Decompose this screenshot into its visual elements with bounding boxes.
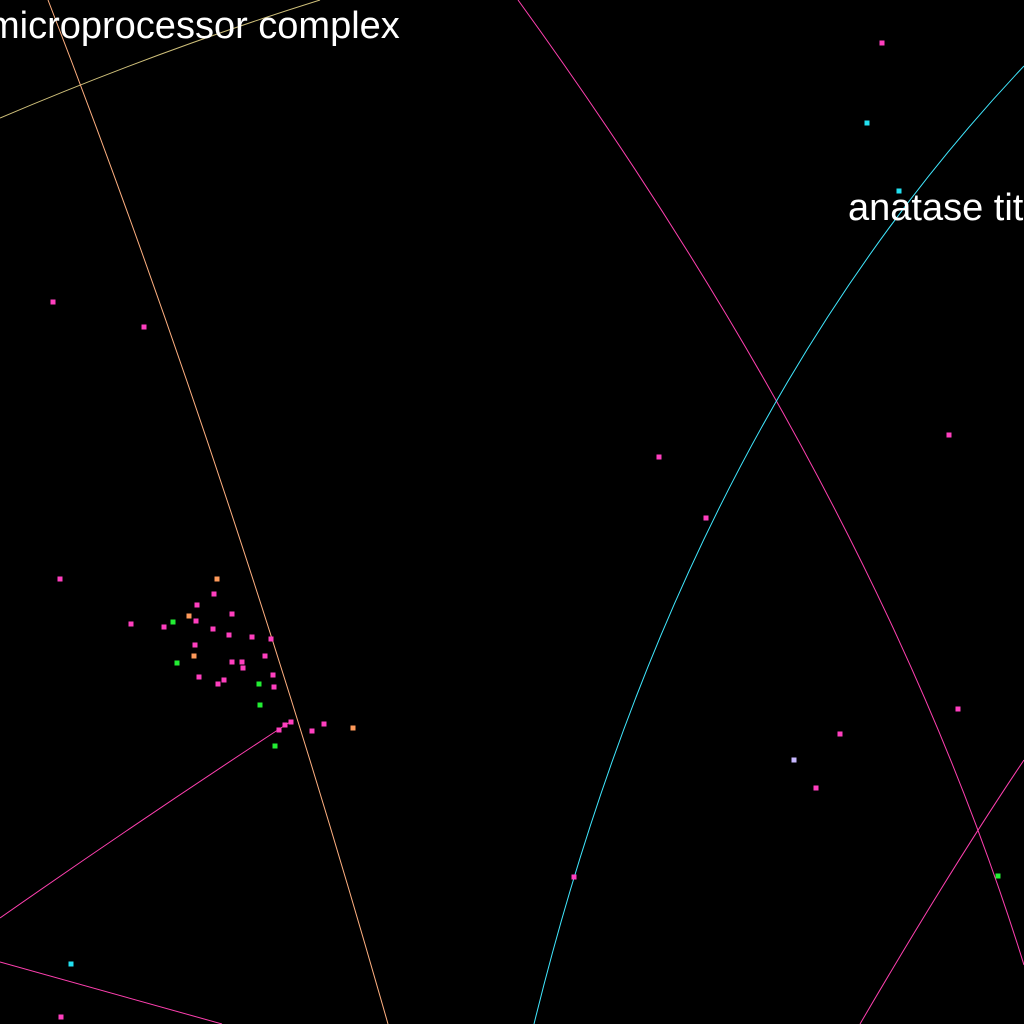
data-point	[58, 1014, 64, 1020]
boundary-curve-magenta-right	[859, 759, 1024, 1024]
data-point	[174, 660, 180, 666]
boundary-curve-magenta-long	[517, 0, 1024, 966]
data-point	[161, 624, 167, 630]
data-point	[226, 632, 232, 638]
boundary-curve-orange	[47, 0, 389, 1024]
data-point	[192, 642, 198, 648]
data-point	[896, 188, 902, 194]
data-point	[571, 874, 577, 880]
data-point	[272, 743, 278, 749]
data-point	[879, 40, 885, 46]
data-point	[309, 728, 315, 734]
data-point	[995, 873, 1001, 879]
data-point	[813, 785, 819, 791]
data-point	[268, 636, 274, 642]
boundary-curve-khaki	[0, 0, 321, 119]
label-microprocessor-complex: microprocessor complex	[0, 5, 400, 47]
data-point	[221, 677, 227, 683]
data-point	[288, 719, 294, 725]
data-point	[256, 681, 262, 687]
data-point	[191, 653, 197, 659]
data-point	[170, 619, 176, 625]
data-point	[229, 611, 235, 617]
data-point	[239, 659, 245, 665]
boundary-curve-magenta-bottom	[0, 961, 223, 1024]
data-point	[57, 576, 63, 582]
data-point	[321, 721, 327, 727]
data-point	[211, 591, 217, 597]
data-point	[186, 613, 192, 619]
data-point	[215, 681, 221, 687]
data-points	[50, 40, 1001, 1020]
data-point	[276, 727, 282, 733]
data-point	[271, 684, 277, 690]
data-point	[240, 665, 246, 671]
data-point	[270, 672, 276, 678]
boundary-curve-cyan	[533, 65, 1024, 1024]
data-point	[262, 653, 268, 659]
data-point	[68, 961, 74, 967]
data-point	[196, 674, 202, 680]
data-point	[946, 432, 952, 438]
data-point	[194, 602, 200, 608]
boundary-curve-magenta-left	[0, 721, 291, 919]
data-point	[50, 299, 56, 305]
data-point	[837, 731, 843, 737]
data-point	[257, 702, 263, 708]
data-point	[864, 120, 870, 126]
data-point	[210, 626, 216, 632]
data-point	[656, 454, 662, 460]
label-anatase-titanium: anatase titanium	[848, 187, 1024, 229]
data-point	[214, 576, 220, 582]
data-point	[350, 725, 356, 731]
data-point	[229, 659, 235, 665]
data-point	[703, 515, 709, 521]
data-point	[128, 621, 134, 627]
data-point	[141, 324, 147, 330]
data-point	[955, 706, 961, 712]
data-point	[791, 757, 797, 763]
data-point	[282, 722, 288, 728]
data-point	[193, 618, 199, 624]
data-point	[249, 634, 255, 640]
